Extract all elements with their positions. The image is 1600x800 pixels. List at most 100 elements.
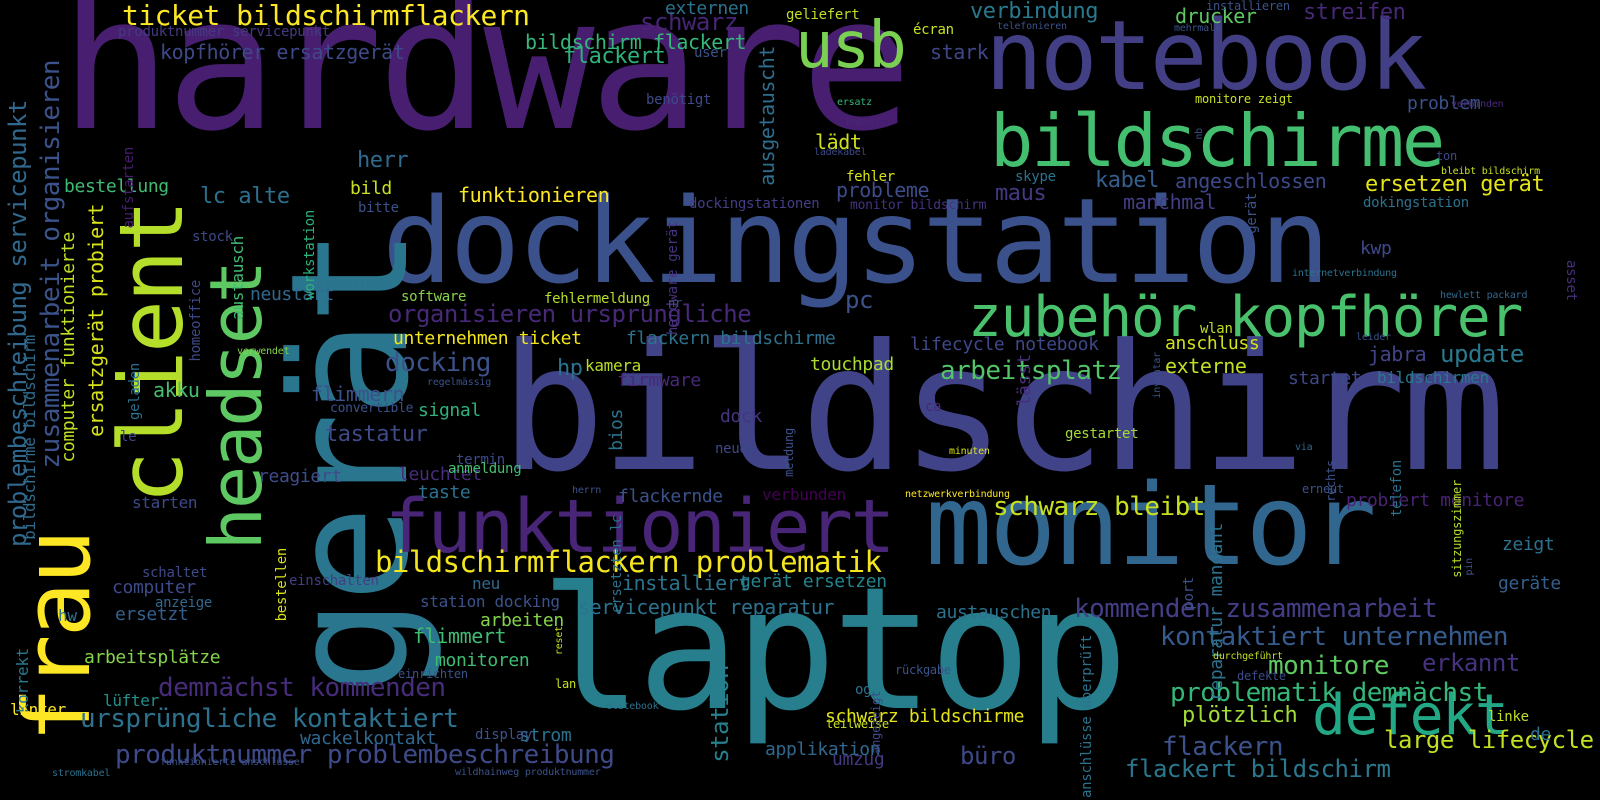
cloud-word: schwarz bildschirme — [825, 706, 1025, 727]
cloud-word: client — [100, 202, 203, 505]
cloud-word: probleme — [836, 178, 930, 202]
cloud-word: funktioniert — [385, 484, 895, 570]
cloud-word: erkannt — [1422, 649, 1520, 677]
cloud-word: bildschirm — [500, 308, 1506, 511]
cloud-word: durchgeführt — [1213, 651, 1283, 662]
cloud-word: station — [706, 665, 734, 763]
cloud-word: monitor bildschirm — [850, 198, 987, 213]
cloud-word: computer funktionierte — [58, 232, 79, 463]
cloud-word: herr — [357, 148, 409, 173]
cloud-word: neuer — [715, 441, 756, 457]
cloud-word: via — [1295, 442, 1313, 453]
cloud-word: flimmern — [311, 382, 405, 406]
cloud-word: convertible — [330, 401, 414, 416]
cloud-word: ausgetauscht — [755, 46, 779, 186]
cloud-word: hp — [557, 356, 583, 381]
cloud-word: telefon — [1389, 460, 1405, 518]
cloud-word: software — [401, 289, 467, 305]
cloud-word: docking — [385, 348, 491, 378]
cloud-word: schwarz bleibt — [993, 492, 1205, 522]
cloud-word: flackert bildschirm — [1125, 755, 1391, 783]
cloud-word: zubehör kopfhörer — [968, 285, 1523, 350]
cloud-word: lüfter — [103, 691, 159, 710]
cloud-word: flackert — [563, 44, 666, 69]
cloud-word: hardware gerät — [665, 221, 681, 336]
cloud-word: akku — [153, 378, 200, 402]
cloud-word: bildschirme bildschirm — [20, 335, 39, 540]
cloud-word: reagiert — [258, 466, 342, 487]
cloud-word: dokingstation — [1363, 195, 1469, 211]
cloud-word: defekt — [1312, 683, 1509, 748]
cloud-word: flackernde — [618, 486, 723, 507]
cloud-word: kamera — [585, 356, 641, 375]
cloud-word: inventar — [1152, 352, 1163, 399]
cloud-word: taste — [418, 482, 471, 503]
cloud-word: lädt — [815, 130, 862, 154]
cloud-word: produktnummer problembeschreibung — [115, 740, 615, 770]
cloud-word: teilweise — [826, 717, 889, 731]
cloud-word: lässt — [1014, 354, 1035, 407]
cloud-word: internetverbindung — [1292, 268, 1397, 279]
cloud-word: hardware — [60, 0, 912, 172]
cloud-word: problem — [1407, 93, 1481, 114]
cloud-word: eingesteckt — [317, 277, 394, 291]
cloud-word: kwp — [1360, 238, 1392, 259]
cloud-word: update — [1440, 340, 1524, 368]
cloud-word: herrn — [572, 485, 602, 496]
cloud-word: geladen — [127, 363, 143, 421]
cloud-word: ersetzten lc — [609, 515, 625, 613]
cloud-word: telefonieren — [997, 21, 1067, 32]
cloud-word: plötzlich — [1182, 703, 1298, 728]
cloud-word: meldung — [782, 428, 796, 477]
cloud-word: regelmässig — [427, 377, 492, 388]
cloud-word: einschalten — [289, 573, 379, 589]
cloud-word: anschluss — [1165, 333, 1260, 354]
cloud-word: produktnummer servicepunkt — [118, 24, 330, 40]
cloud-word: notebook — [985, 0, 1427, 112]
cloud-word: demnächst kommenden — [158, 673, 446, 703]
cloud-word: og — [855, 682, 872, 698]
cloud-word: bios — [606, 409, 627, 451]
cloud-word: flackern bildschirme — [626, 328, 836, 349]
cloud-word: flackern — [1162, 732, 1284, 762]
cloud-word: gestartet — [1065, 426, 1139, 442]
cloud-word: lc alte — [200, 184, 290, 209]
cloud-word: neu — [472, 574, 500, 593]
cloud-word: verbinden — [1451, 99, 1504, 110]
cloud-word: zeigt — [1502, 534, 1555, 555]
cloud-word: gerät ersetzen — [740, 571, 887, 592]
cloud-word: monitor — [925, 461, 1377, 591]
cloud-word: reparatur mandant — [1206, 523, 1227, 702]
cloud-word: problematik demnächst — [1170, 678, 1488, 708]
cloud-word: flimmert — [413, 624, 507, 648]
cloud-word: arbeitsplätze — [84, 647, 221, 668]
cloud-word: touchpad — [810, 354, 894, 375]
cloud-word: homeoffice — [188, 280, 204, 362]
cloud-word: bildschirme — [990, 99, 1445, 183]
cloud-word: streifen — [1303, 0, 1406, 25]
cloud-word: starten — [132, 493, 198, 512]
cloud-word: kontaktiert unternehmen — [1160, 622, 1509, 652]
cloud-word: angeschlossen — [1175, 169, 1327, 193]
cloud-word: workstation — [302, 210, 318, 300]
cloud-word: leider — [1356, 332, 1391, 343]
cloud-word: büro — [960, 742, 1016, 770]
cloud-word: pc — [845, 286, 873, 314]
cloud-word: skype — [1015, 169, 1056, 185]
cloud-word: schwarz — [640, 8, 738, 36]
cloud-word: bild — [350, 178, 392, 199]
cloud-word: termin — [456, 452, 505, 468]
cloud-word: stark — [930, 40, 989, 64]
cloud-word: servicepunkt reparatur — [578, 595, 835, 619]
cloud-word: austausch — [228, 236, 247, 320]
cloud-word: reset — [554, 626, 565, 656]
cloud-word: verbunden — [762, 485, 846, 504]
cloud-word: kopfhörer ersatzgerät — [160, 40, 405, 64]
cloud-word: linker — [10, 700, 66, 719]
cloud-word: leuchtet — [398, 464, 482, 485]
cloud-word: ersetzt — [115, 604, 189, 625]
cloud-word: stock — [192, 229, 233, 245]
cloud-word: geliefert — [786, 7, 860, 23]
cloud-word: kabel — [1095, 168, 1160, 193]
